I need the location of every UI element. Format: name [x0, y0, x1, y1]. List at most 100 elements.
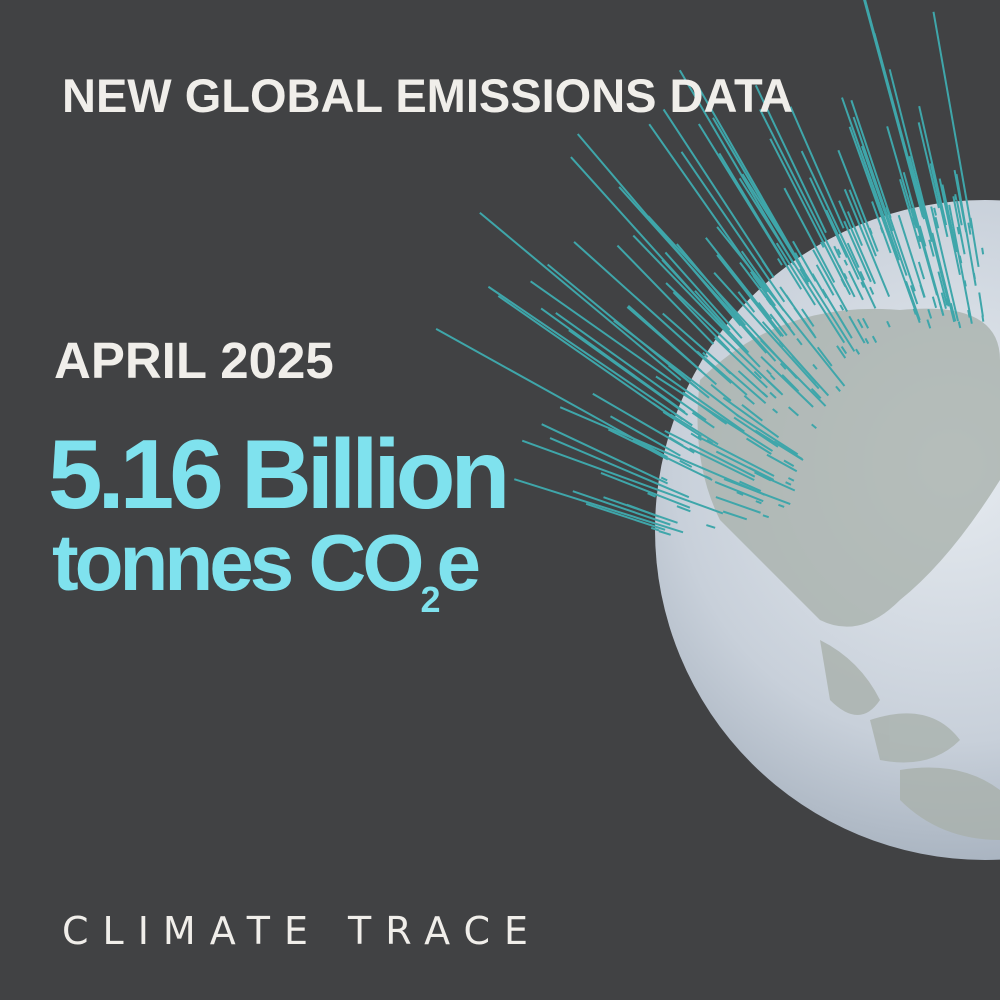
spike — [859, 270, 866, 281]
spike — [678, 69, 795, 266]
spike — [796, 337, 803, 346]
spike — [836, 248, 842, 255]
spike — [680, 151, 786, 303]
spike — [541, 423, 669, 485]
spike — [769, 374, 776, 381]
spike — [668, 364, 710, 399]
spike — [848, 189, 877, 257]
spike — [739, 480, 762, 492]
spike — [585, 502, 666, 531]
spike — [691, 411, 715, 429]
spike — [549, 437, 690, 499]
spike — [559, 406, 766, 496]
spike — [811, 423, 817, 430]
spike — [949, 303, 957, 322]
spike — [682, 391, 724, 423]
spike — [917, 122, 940, 209]
spike — [886, 126, 918, 229]
spike — [821, 288, 853, 339]
spike — [918, 105, 948, 226]
spike — [705, 237, 785, 337]
spike — [864, 337, 870, 345]
spike — [855, 348, 861, 355]
spike — [899, 178, 922, 249]
spike — [856, 318, 864, 329]
spike — [840, 346, 848, 355]
spike — [952, 196, 966, 255]
spike — [933, 207, 937, 216]
spike — [932, 11, 973, 229]
spike — [690, 432, 703, 441]
spike — [981, 247, 985, 255]
spike — [803, 273, 809, 280]
spike — [754, 471, 772, 482]
spike — [694, 290, 731, 331]
spike — [833, 245, 841, 259]
spike — [679, 459, 693, 468]
spike — [783, 459, 795, 468]
unit-tail: e — [436, 518, 478, 607]
spike — [715, 496, 761, 514]
spike — [647, 492, 657, 498]
spike — [766, 453, 798, 473]
spike — [722, 510, 748, 521]
spike — [850, 99, 892, 219]
spike — [957, 321, 962, 329]
land — [697, 308, 1000, 840]
spike — [762, 392, 769, 398]
spike — [710, 383, 732, 402]
spike — [785, 481, 792, 486]
spike — [843, 259, 849, 266]
spike — [697, 435, 775, 477]
spike — [632, 234, 761, 368]
spike — [713, 336, 768, 389]
spike — [658, 530, 671, 536]
brand: CLIMATE TRACE — [62, 909, 542, 953]
spike — [848, 126, 921, 324]
spike — [725, 368, 732, 375]
spike — [664, 430, 756, 478]
spike — [664, 251, 743, 339]
spike — [696, 84, 802, 266]
spike — [868, 227, 873, 235]
spike — [777, 257, 783, 266]
spike — [917, 261, 926, 280]
spike — [487, 285, 693, 427]
spike — [753, 370, 763, 380]
spike — [697, 123, 803, 290]
spike — [791, 355, 830, 397]
spike — [723, 478, 791, 506]
spike — [926, 319, 932, 329]
spike — [846, 242, 860, 268]
spike — [752, 275, 771, 299]
spike — [748, 466, 775, 481]
spike — [668, 436, 684, 447]
spike — [912, 308, 917, 315]
spike — [931, 232, 956, 323]
period: APRIL 2025 — [54, 332, 334, 389]
spike — [760, 355, 814, 408]
spike — [840, 278, 847, 288]
spike — [717, 298, 768, 354]
spike — [909, 285, 919, 305]
spike — [650, 526, 660, 532]
spike — [843, 272, 848, 280]
spike — [722, 396, 780, 439]
spike — [787, 477, 795, 482]
spike — [706, 524, 716, 529]
spike — [862, 317, 870, 329]
spike — [616, 244, 715, 345]
spike — [676, 505, 691, 513]
spike — [938, 301, 945, 316]
spike — [871, 335, 878, 344]
spike — [572, 490, 671, 526]
globe — [435, 0, 1000, 860]
spike — [737, 370, 768, 398]
spike — [759, 339, 827, 407]
spike — [963, 280, 967, 287]
spike — [576, 133, 742, 327]
spike — [864, 0, 926, 220]
spike — [714, 480, 764, 503]
spike — [540, 307, 686, 413]
